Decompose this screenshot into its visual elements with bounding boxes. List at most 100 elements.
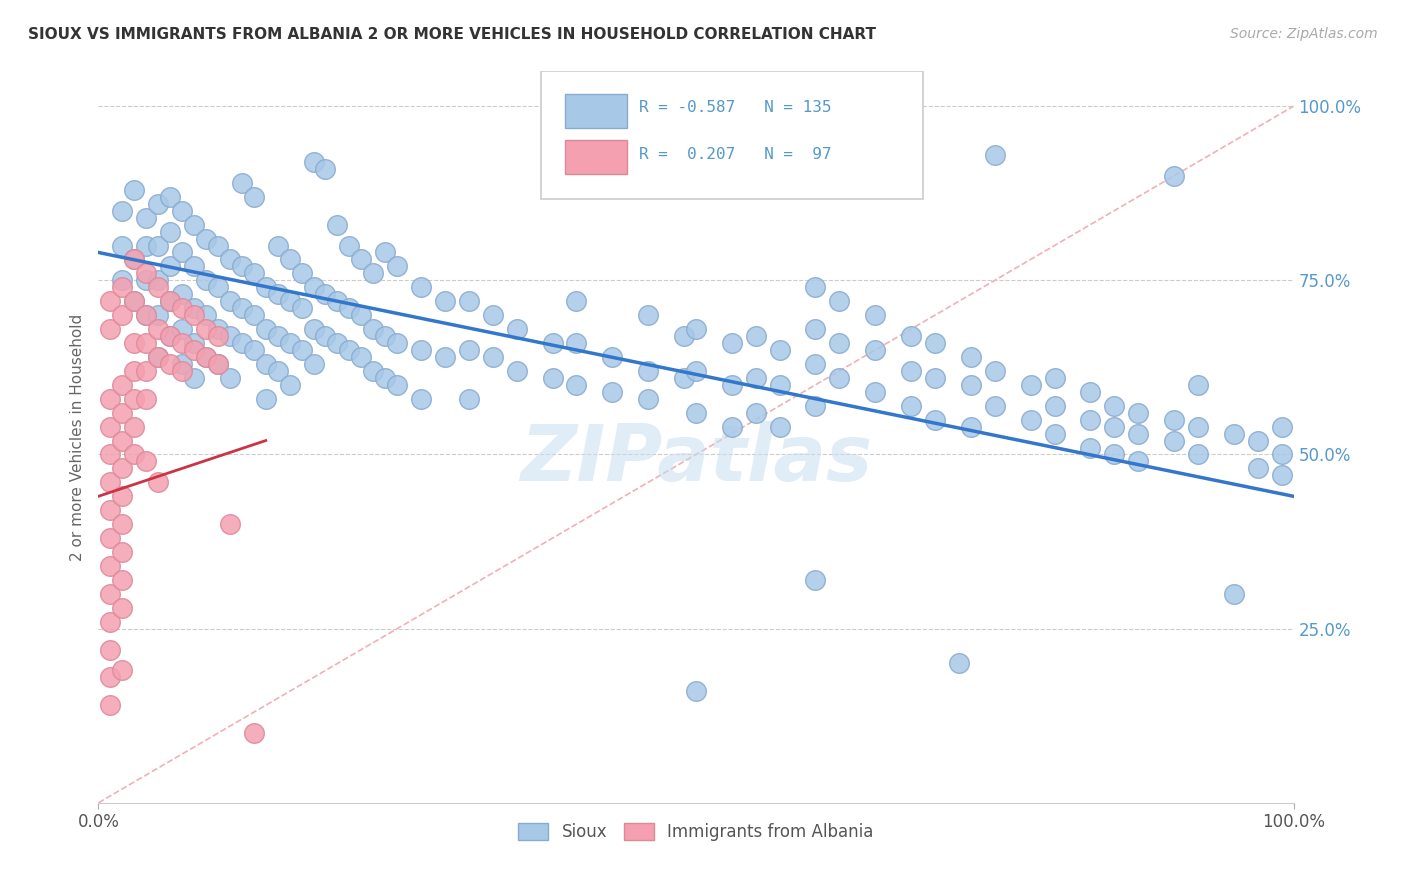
Point [1271, 448, 1294, 462]
Point [828, 336, 851, 351]
Point [183, 301, 205, 316]
Point [111, 308, 134, 322]
Point [326, 218, 349, 232]
Point [111, 461, 134, 475]
Point [315, 329, 337, 343]
Point [98, 503, 122, 517]
Point [124, 364, 146, 378]
FancyBboxPatch shape [541, 71, 922, 200]
Point [124, 294, 146, 309]
Point [135, 364, 157, 378]
Point [111, 664, 134, 678]
Point [267, 364, 290, 378]
Point [541, 336, 564, 351]
Point [1104, 448, 1126, 462]
Point [385, 336, 409, 351]
Point [828, 294, 851, 309]
Point [745, 371, 768, 385]
Point [1247, 461, 1270, 475]
Point [302, 155, 325, 169]
Point [960, 350, 983, 364]
Point [148, 350, 170, 364]
Point [159, 329, 181, 343]
Point [124, 448, 146, 462]
Point [315, 161, 337, 176]
Point [135, 308, 157, 322]
Point [673, 329, 696, 343]
Point [363, 266, 385, 280]
Point [148, 350, 170, 364]
Point [98, 294, 122, 309]
Point [195, 350, 218, 364]
Point [195, 231, 218, 245]
Point [148, 238, 170, 252]
Point [685, 684, 707, 698]
Point [267, 238, 290, 252]
Point [506, 322, 529, 336]
Point [302, 280, 325, 294]
Point [481, 308, 505, 322]
Point [183, 343, 205, 357]
Point [1080, 441, 1102, 455]
Point [326, 294, 349, 309]
Point [745, 329, 768, 343]
Point [111, 273, 134, 287]
Point [98, 587, 122, 601]
Point [565, 336, 588, 351]
Point [98, 322, 122, 336]
Point [506, 364, 529, 378]
Point [159, 329, 181, 343]
FancyBboxPatch shape [565, 140, 627, 174]
Point [111, 377, 134, 392]
Point [804, 573, 827, 587]
Point [1019, 412, 1042, 426]
Point [1223, 426, 1246, 441]
Point [984, 399, 1007, 413]
Point [350, 308, 373, 322]
Point [339, 301, 361, 316]
Point [159, 357, 181, 371]
Point [195, 350, 218, 364]
Point [278, 336, 301, 351]
Point [804, 322, 827, 336]
Point [481, 350, 505, 364]
Point [1043, 426, 1066, 441]
Point [291, 301, 314, 316]
Point [243, 726, 266, 740]
Point [98, 531, 122, 545]
Point [159, 294, 181, 309]
Point [219, 371, 242, 385]
Point [183, 308, 205, 322]
Point [135, 308, 157, 322]
Point [326, 336, 349, 351]
Point [865, 343, 887, 357]
Point [1080, 384, 1102, 399]
Point [111, 489, 134, 503]
Point [315, 287, 337, 301]
Point [135, 392, 157, 406]
Point [363, 364, 385, 378]
Point [98, 475, 122, 490]
Point [1271, 468, 1294, 483]
Point [1043, 399, 1066, 413]
Text: R = -0.587   N = 135: R = -0.587 N = 135 [638, 101, 831, 115]
Point [243, 266, 266, 280]
Point [98, 419, 122, 434]
Point [374, 371, 396, 385]
Point [602, 384, 624, 399]
Point [148, 308, 170, 322]
Point [172, 357, 194, 371]
Point [685, 322, 707, 336]
Point [1163, 434, 1185, 448]
Point [411, 280, 433, 294]
Point [111, 573, 134, 587]
Point [278, 377, 301, 392]
Point [159, 225, 181, 239]
Point [865, 384, 887, 399]
Point [374, 329, 396, 343]
Point [1187, 377, 1209, 392]
Point [219, 329, 242, 343]
Point [243, 190, 266, 204]
Point [148, 273, 170, 287]
Point [254, 392, 277, 406]
